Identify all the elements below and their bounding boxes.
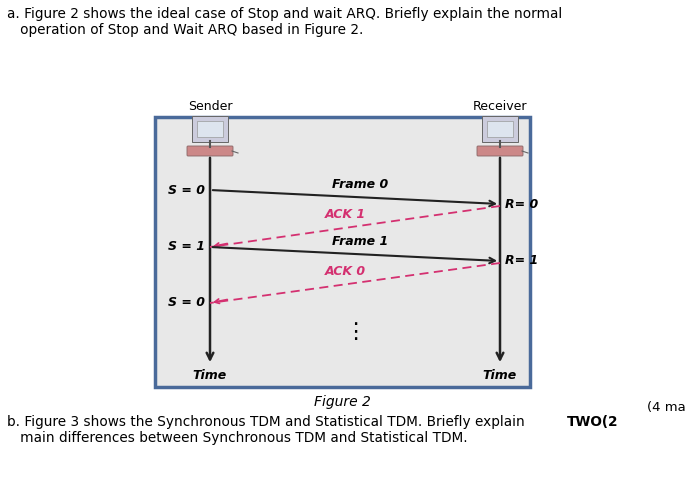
Text: Time: Time [483, 369, 517, 382]
Text: R= 0: R= 0 [505, 198, 538, 210]
Text: ACK 1: ACK 1 [325, 208, 366, 221]
Text: Receiver: Receiver [473, 100, 527, 113]
Text: main differences between Synchronous TDM and Statistical TDM.: main differences between Synchronous TDM… [7, 431, 468, 445]
FancyBboxPatch shape [477, 146, 523, 156]
Text: Frame 1: Frame 1 [332, 235, 388, 248]
Bar [155, 117, 530, 387]
Text: (4 ma: (4 ma [647, 401, 686, 414]
Text: operation of Stop and Wait ARQ based in Figure 2.: operation of Stop and Wait ARQ based in … [7, 23, 363, 37]
Text: S = 0: S = 0 [168, 184, 205, 197]
Text: ACK 0: ACK 0 [325, 265, 366, 278]
Text: b. Figure 3 shows the Synchronous TDM and Statistical TDM. Briefly explain: b. Figure 3 shows the Synchronous TDM an… [7, 415, 529, 429]
Text: R= 1: R= 1 [505, 254, 538, 267]
Text: S = 1: S = 1 [168, 241, 205, 253]
Bar [487, 121, 513, 137]
Text: TWO(2: TWO(2 [567, 415, 618, 429]
FancyBboxPatch shape [187, 146, 233, 156]
Text: Figure 2: Figure 2 [314, 395, 371, 409]
FancyBboxPatch shape [192, 116, 228, 142]
Text: ⋮: ⋮ [344, 322, 366, 342]
Text: a. Figure 2 shows the ideal case of Stop and wait ARQ. Briefly explain the norma: a. Figure 2 shows the ideal case of Stop… [7, 7, 562, 21]
Text: Frame 0: Frame 0 [332, 178, 388, 191]
Text: S = 0: S = 0 [168, 297, 205, 309]
Text: Time: Time [193, 369, 227, 382]
Bar [197, 121, 223, 137]
Text: Sender: Sender [188, 100, 232, 113]
FancyBboxPatch shape [482, 116, 518, 142]
